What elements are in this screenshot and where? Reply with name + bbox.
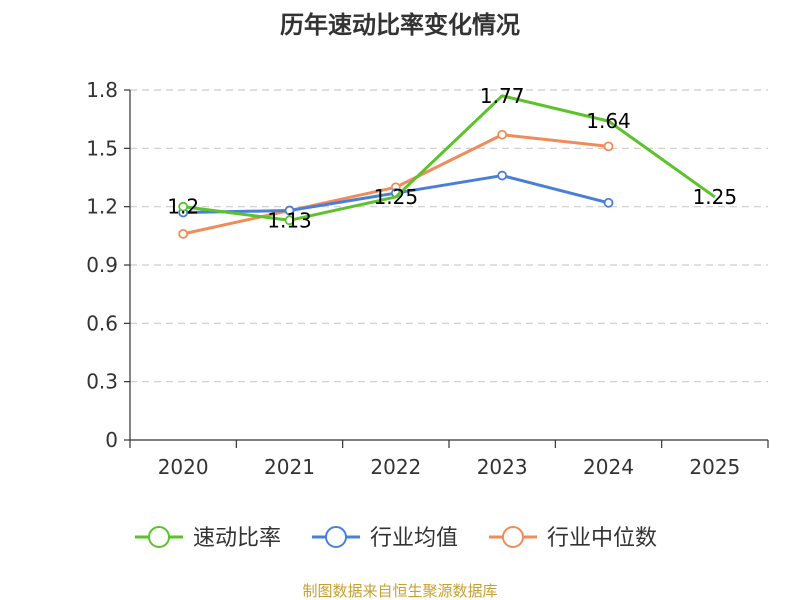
data-point <box>284 215 295 226</box>
legend-label: 速动比率 <box>193 526 281 551</box>
source-note: 制图数据来自恒生聚源数据库 <box>302 582 497 600</box>
legend-item[interactable]: 速动比率 <box>135 526 281 551</box>
y-tick-label: 1.5 <box>86 136 118 160</box>
data-point <box>284 205 295 216</box>
data-point <box>497 170 508 181</box>
data-label: 1.25 <box>693 185 738 209</box>
data-point <box>178 201 189 212</box>
data-point <box>497 129 508 140</box>
x-tick-label: 2021 <box>264 455 315 479</box>
y-tick-label: 0 <box>105 428 118 452</box>
legend-item[interactable]: 行业均值 <box>312 526 458 551</box>
data-point <box>603 141 614 152</box>
data-point <box>603 197 614 208</box>
legend-marker <box>502 526 524 548</box>
data-labels: 1.2 1.13 1.25 1.77 1.64 1.25 <box>167 84 737 232</box>
legend[interactable]: 速动比率 行业均值 行业中位数 <box>135 526 657 551</box>
x-tick-label: 2025 <box>689 455 740 479</box>
x-tick-label: 2024 <box>583 455 634 479</box>
x-tick-label: 2022 <box>370 455 421 479</box>
grid-lines <box>130 89 768 383</box>
series-lines <box>178 94 716 239</box>
legend-label: 行业均值 <box>370 526 458 551</box>
y-tick-label: 0.6 <box>86 311 118 335</box>
data-point <box>178 228 189 239</box>
series-line <box>182 94 716 222</box>
x-tick-label: 2023 <box>477 455 528 479</box>
y-tick-label: 0.9 <box>86 253 118 277</box>
data-label: 1.77 <box>480 84 525 108</box>
axes: 0 0.3 0.6 0.9 1.2 1.5 1.8 2020 2021 2022 2023 2024 2… <box>86 78 769 479</box>
legend-marker <box>148 526 170 548</box>
legend-marker <box>325 526 347 548</box>
y-tick-label: 0.3 <box>86 370 118 394</box>
y-tick-label: 1.2 <box>86 195 118 219</box>
chart-title: 历年速动比率变化情况 <box>280 11 520 39</box>
x-tick-label: 2020 <box>158 455 209 479</box>
legend-item[interactable]: 行业中位数 <box>489 526 657 551</box>
data-label: 1.2 <box>167 195 199 219</box>
y-tick-label: 1.8 <box>86 78 118 102</box>
data-label: 1.64 <box>586 109 631 133</box>
data-label: 1.13 <box>267 208 312 232</box>
data-label: 1.25 <box>374 185 419 209</box>
legend-label: 行业中位数 <box>547 526 657 551</box>
